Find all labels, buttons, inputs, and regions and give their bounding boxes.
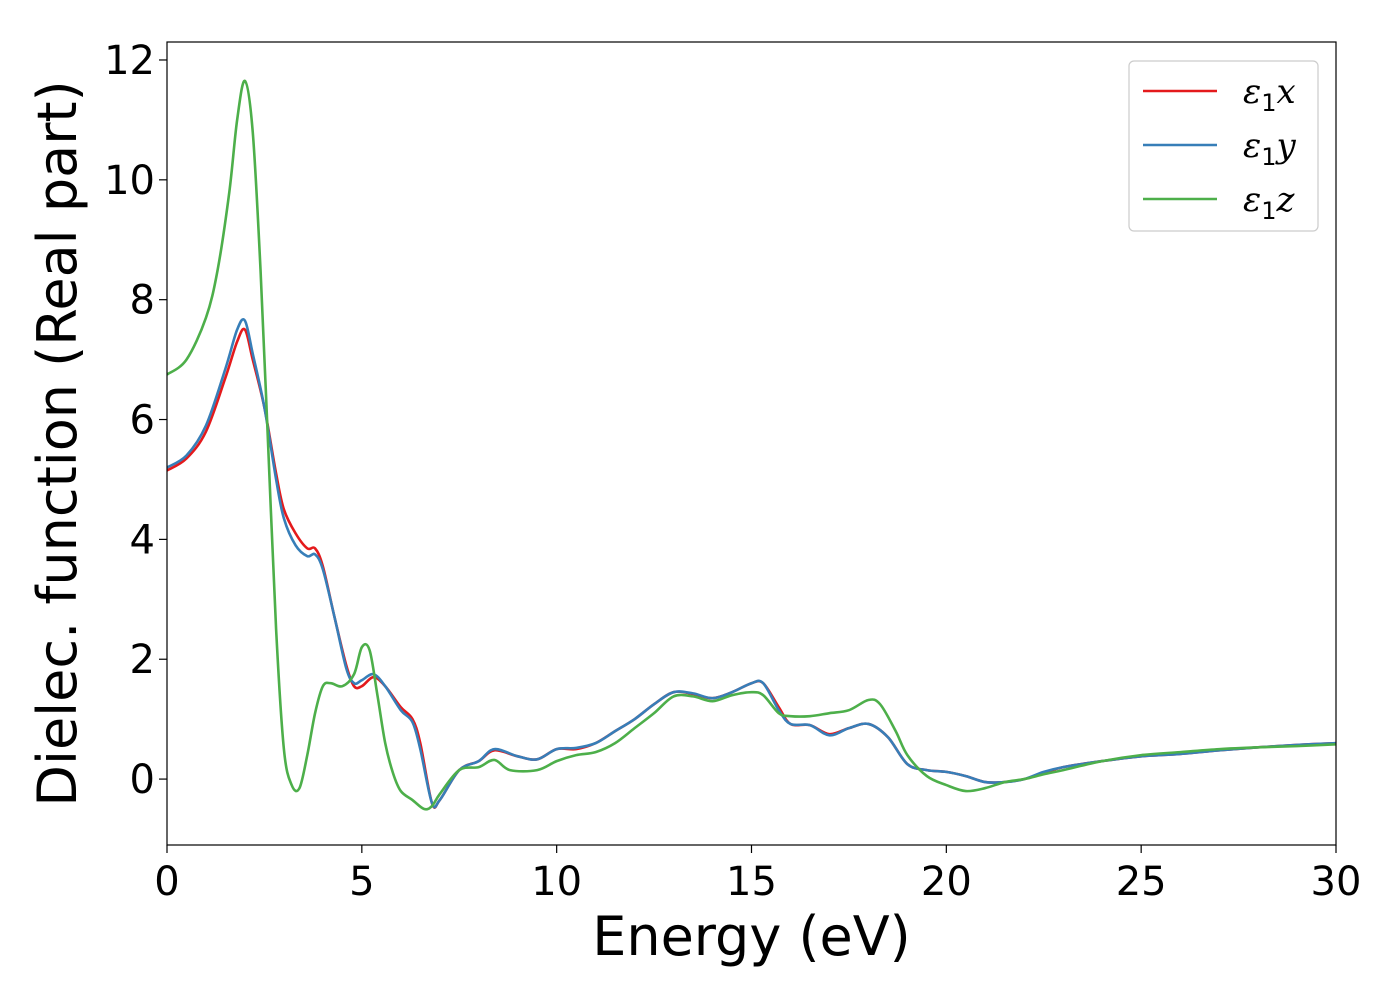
legend-label: ε1y	[1243, 126, 1297, 171]
legend-entry-y: ε1y	[1143, 126, 1297, 171]
x-axis-label: Energy (eV)	[592, 905, 911, 968]
series-layer	[167, 79, 1336, 811]
x-tick-label: 0	[154, 859, 179, 905]
legend-label-subscript: 1	[1261, 197, 1276, 225]
series-line-y	[167, 317, 1336, 809]
y-tick-label: 4	[130, 517, 155, 563]
x-tick-label: 30	[1311, 859, 1362, 905]
legend-label-main: ε	[1243, 126, 1261, 166]
legend-label: ε1x	[1243, 72, 1296, 117]
legend-label-variable: y	[1275, 126, 1297, 166]
y-tick-label: 0	[130, 757, 155, 803]
legend-label-subscript: 1	[1261, 89, 1276, 117]
legend-label-variable: z	[1276, 180, 1296, 220]
x-tick-label: 20	[921, 859, 972, 905]
y-axis-label: Dielec. function (Real part)	[26, 80, 89, 806]
legend-label-variable: x	[1277, 72, 1296, 112]
legend-entry-z: ε1z	[1143, 180, 1296, 225]
y-tick-label: 2	[130, 637, 155, 683]
tick-layer: 0 5 10 15 20 25 30 0 2 4 6 8 10 12	[104, 38, 1361, 905]
y-tick-label: 10	[104, 158, 155, 204]
x-tick-label: 5	[349, 859, 374, 905]
y-tick-label: 12	[104, 38, 155, 84]
legend-box	[1128, 60, 1319, 232]
legend-entry-x: ε1x	[1143, 72, 1296, 117]
x-tick-label: 15	[726, 859, 777, 905]
legend-label-main: ε	[1243, 180, 1261, 220]
x-tick-label: 25	[1116, 859, 1167, 905]
legend-label-main: ε	[1243, 72, 1261, 112]
legend-label-subscript: 1	[1261, 143, 1276, 171]
y-tick-label: 8	[130, 278, 155, 324]
y-tick-label: 6	[130, 398, 155, 444]
series-line-x	[167, 327, 1336, 810]
x-tick-label: 10	[531, 859, 582, 905]
series-line-z	[167, 79, 1336, 811]
legend-label: ε1z	[1243, 180, 1296, 225]
